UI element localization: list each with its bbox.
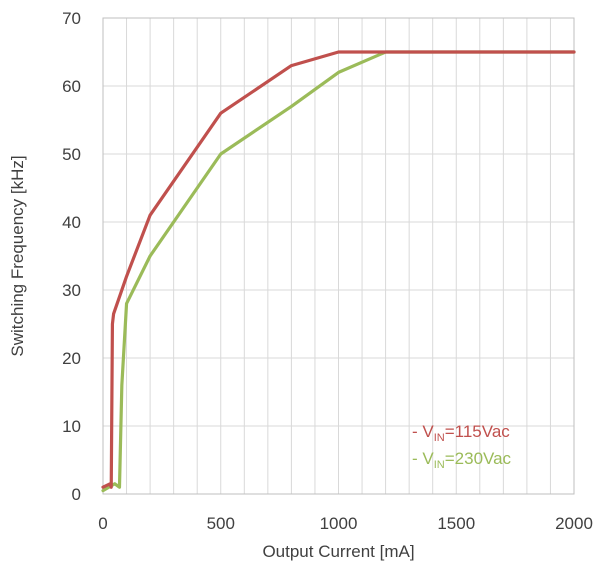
y-tick-label: 60: [62, 77, 81, 96]
y-tick-label: 70: [62, 9, 81, 28]
legend-entry-230vac: - VIN=230Vac: [412, 449, 512, 471]
y-axis-tick-labels: 0 10 20 30 40 50 60 70: [62, 9, 81, 504]
y-axis-title: Switching Frequency [kHz]: [8, 155, 27, 356]
y-tick-label: 40: [62, 213, 81, 232]
x-tick-label: 1500: [437, 514, 475, 533]
plot-area-frame: [102, 17, 575, 495]
y-tick-label: 10: [62, 417, 81, 436]
series-line-230vac: [101, 50, 576, 493]
legend-entry-115vac-prefix: - V: [412, 422, 434, 441]
y-tick-label: 20: [62, 349, 81, 368]
legend: - VIN=115Vac - VIN=230Vac: [412, 422, 512, 471]
x-tick-label: 500: [207, 514, 235, 533]
legend-entry-115vac-subscript: IN: [434, 432, 445, 444]
y-tick-label: 0: [72, 485, 81, 504]
x-axis-title: Output Current [mA]: [262, 542, 414, 561]
y-tick-label: 50: [62, 145, 81, 164]
legend-entry-115vac: - VIN=115Vac: [412, 422, 510, 444]
x-tick-label: 0: [98, 514, 107, 533]
legend-entry-230vac-suffix: =230Vac: [445, 449, 512, 468]
series-lines: [101, 50, 576, 493]
legend-entry-230vac-subscript: IN: [434, 459, 445, 471]
y-tick-label: 30: [62, 281, 81, 300]
x-tick-label: 1000: [320, 514, 358, 533]
series-line-115vac: [101, 50, 576, 489]
x-axis-tick-labels: 0 500 1000 1500 2000: [98, 514, 593, 533]
legend-entry-230vac-prefix: - V: [412, 449, 434, 468]
legend-entry-115vac-suffix: =115Vac: [445, 422, 511, 441]
x-tick-label: 2000: [555, 514, 593, 533]
